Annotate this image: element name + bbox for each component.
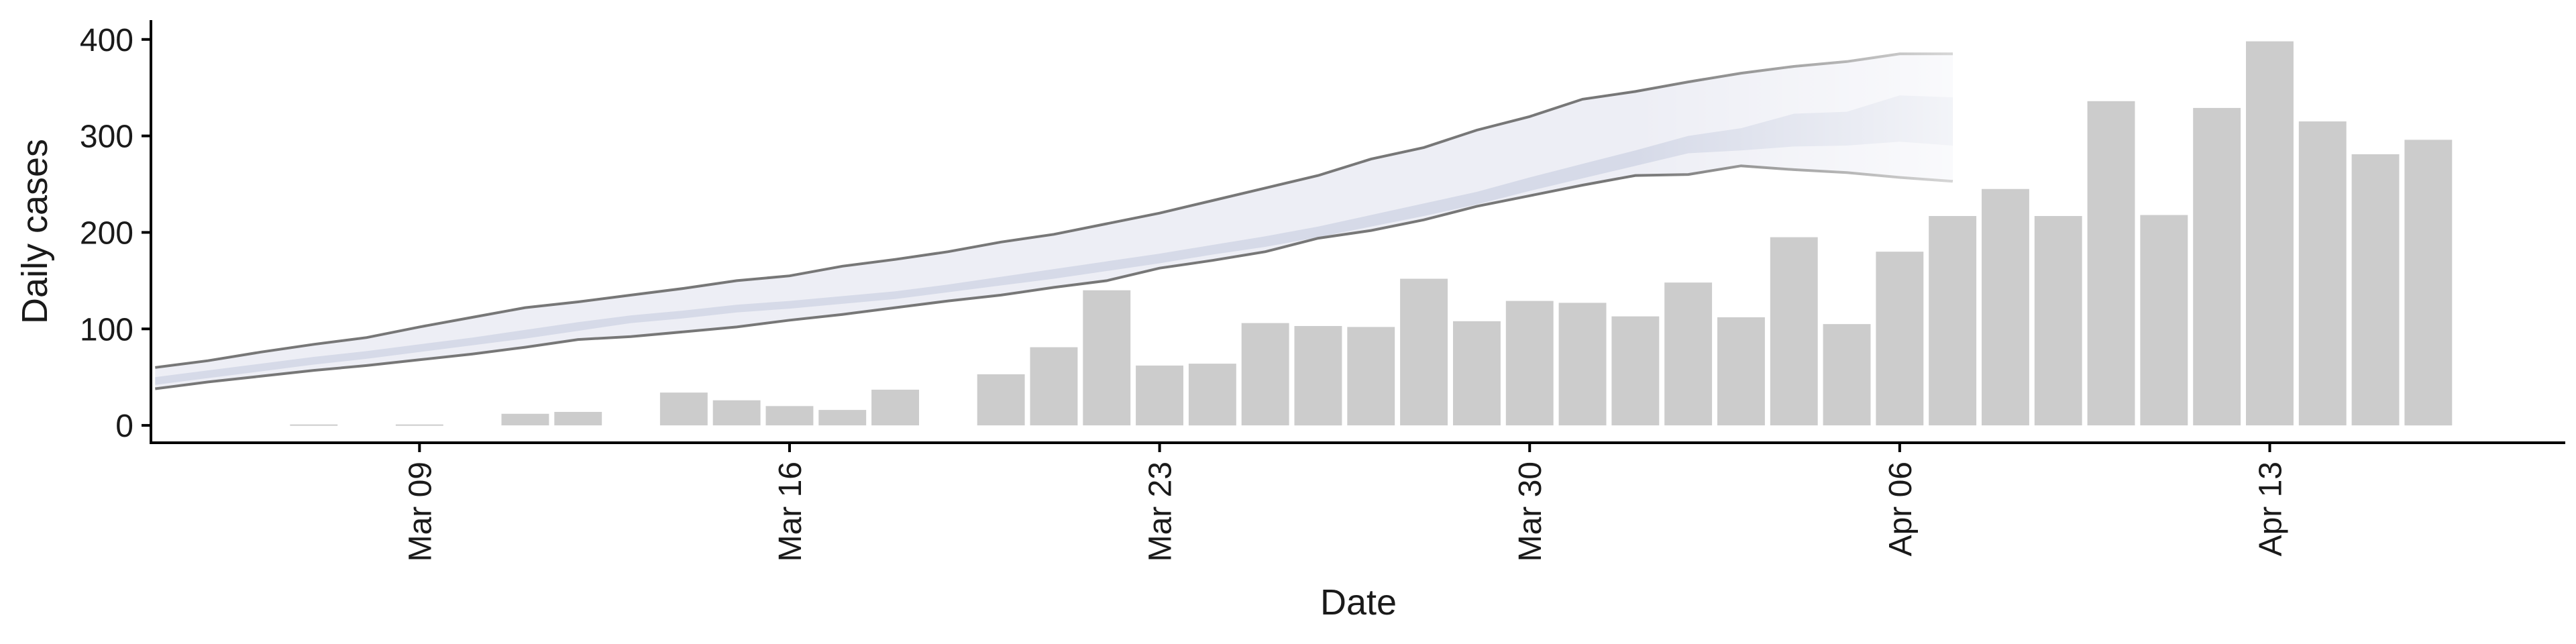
bar-2020-03-15 (712, 400, 761, 426)
bar-2020-03-09 (395, 424, 443, 426)
x-tick-label: Apr 06 (1883, 462, 1919, 556)
bar-2020-04-16 (2404, 140, 2453, 426)
bar-2020-03-20 (977, 374, 1025, 426)
bar-2020-04-14 (2298, 121, 2347, 426)
bar-2020-03-21 (1030, 347, 1078, 426)
y-tick-label: 100 (80, 312, 133, 347)
bar-2020-04-03 (1717, 317, 1765, 426)
x-ticks: Mar 09 Mar 16 Mar 23 Mar 30 Apr 06 Apr 13 (402, 443, 2288, 561)
bar-2020-04-08 (1982, 189, 2029, 426)
forecast-band-outer (155, 54, 1953, 389)
bar-2020-04-02 (1664, 282, 1713, 426)
bar-2020-03-26 (1294, 326, 1342, 426)
bar-2020-03-28 (1400, 278, 1448, 426)
x-tick-label: Apr 13 (2253, 462, 2288, 556)
y-ticks: 0 100 200 300 400 (80, 23, 151, 444)
bar-2020-04-12 (2193, 107, 2241, 426)
y-tick-label: 300 (80, 119, 133, 155)
x-axis-title: Date (1320, 582, 1397, 623)
bar-2020-03-07 (290, 424, 338, 426)
bar-2020-03-14 (659, 392, 708, 426)
bar-2020-03-12 (554, 412, 602, 426)
x-tick-label: Mar 16 (773, 462, 808, 561)
y-tick-label: 200 (80, 215, 133, 251)
x-tick-label: Mar 30 (1513, 462, 1548, 561)
x-tick-label: Mar 23 (1143, 462, 1179, 561)
bar-2020-04-07 (1929, 216, 1977, 426)
bars (290, 41, 2453, 426)
bar-2020-03-29 (1453, 321, 1501, 426)
y-tick-label: 400 (80, 23, 133, 58)
bar-2020-03-27 (1347, 327, 1395, 426)
y-tick-label: 0 (115, 409, 133, 444)
bar-2020-03-31 (1558, 303, 1607, 426)
bar-2020-04-01 (1611, 316, 1660, 426)
y-axis-title: Daily cases (15, 139, 55, 324)
bar-2020-03-24 (1188, 364, 1236, 426)
bar-2020-03-17 (818, 410, 867, 426)
bar-2020-03-22 (1083, 290, 1131, 426)
bar-2020-03-30 (1505, 301, 1554, 426)
x-tick-label: Mar 09 (402, 462, 438, 561)
bar-2020-03-18 (871, 389, 919, 426)
bar-2020-04-10 (2087, 101, 2135, 426)
bar-2020-04-06 (1876, 252, 1924, 426)
bar-2020-04-11 (2140, 215, 2188, 426)
bar-2020-04-13 (2246, 41, 2294, 426)
bar-2020-04-15 (2351, 154, 2400, 426)
bar-2020-03-25 (1241, 323, 1289, 426)
bar-2020-03-11 (501, 413, 549, 426)
bar-2020-04-09 (2034, 216, 2082, 426)
bar-2020-04-04 (1770, 237, 1818, 426)
bar-2020-04-05 (1823, 324, 1871, 426)
bar-2020-03-23 (1136, 365, 1183, 426)
bar-2020-03-16 (765, 406, 814, 426)
